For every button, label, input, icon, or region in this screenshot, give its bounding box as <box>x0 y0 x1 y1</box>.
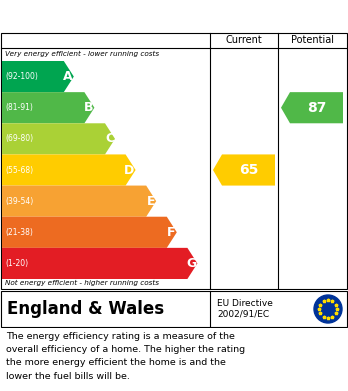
Text: A: A <box>63 70 73 83</box>
Text: E: E <box>147 195 155 208</box>
Text: F: F <box>167 226 176 239</box>
Text: 65: 65 <box>239 163 258 177</box>
Polygon shape <box>281 92 343 123</box>
Polygon shape <box>2 186 156 217</box>
Polygon shape <box>2 123 115 154</box>
Polygon shape <box>2 92 94 123</box>
Text: Energy Efficiency Rating: Energy Efficiency Rating <box>8 9 218 23</box>
Text: (1-20): (1-20) <box>5 259 28 268</box>
Polygon shape <box>2 154 136 186</box>
Text: The energy efficiency rating is a measure of the
overall efficiency of a home. T: The energy efficiency rating is a measur… <box>6 332 245 380</box>
Text: Potential: Potential <box>291 35 333 45</box>
Polygon shape <box>213 154 275 186</box>
Text: (39-54): (39-54) <box>5 197 33 206</box>
Text: Very energy efficient - lower running costs: Very energy efficient - lower running co… <box>5 51 159 57</box>
Text: D: D <box>124 163 135 176</box>
Text: (92-100): (92-100) <box>5 72 38 81</box>
Text: C: C <box>105 133 114 145</box>
Text: EU Directive: EU Directive <box>217 300 273 308</box>
Polygon shape <box>2 61 74 92</box>
Text: (55-68): (55-68) <box>5 165 33 174</box>
Text: B: B <box>84 101 93 114</box>
Text: (21-38): (21-38) <box>5 228 33 237</box>
Text: G: G <box>186 257 196 270</box>
Text: 87: 87 <box>307 101 326 115</box>
Text: (81-91): (81-91) <box>5 103 33 112</box>
Text: England & Wales: England & Wales <box>7 300 164 318</box>
Text: Current: Current <box>226 35 262 45</box>
Text: (69-80): (69-80) <box>5 135 33 143</box>
Text: 2002/91/EC: 2002/91/EC <box>217 310 269 319</box>
Circle shape <box>314 295 342 323</box>
Polygon shape <box>2 217 177 248</box>
Polygon shape <box>2 248 197 279</box>
Text: Not energy efficient - higher running costs: Not energy efficient - higher running co… <box>5 280 159 286</box>
